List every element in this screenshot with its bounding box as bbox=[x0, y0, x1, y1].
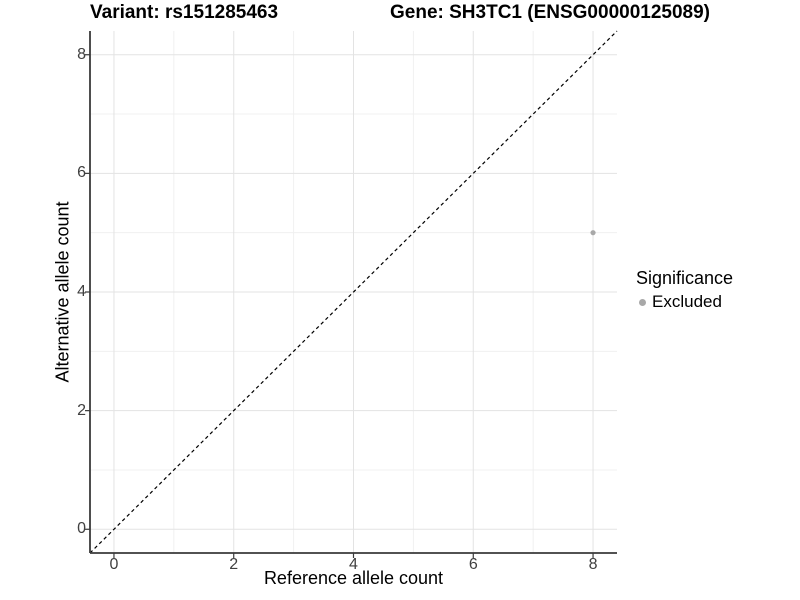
x-tick-label: 2 bbox=[229, 556, 239, 573]
y-tick-label: 6 bbox=[77, 164, 86, 182]
legend-point-swatch bbox=[639, 298, 646, 306]
plot-title-row: Variant: rs151285463 Gene: SH3TC1 (ENSG0… bbox=[90, 1, 710, 25]
plot-title-variant: Variant: rs151285463 bbox=[90, 2, 279, 23]
y-tick-label: 0 bbox=[77, 520, 86, 538]
y-tick-label: 8 bbox=[77, 45, 86, 63]
y-tick-label: 2 bbox=[77, 401, 86, 419]
y-tick-label: 4 bbox=[77, 283, 86, 300]
x-axis-title: Reference allele count bbox=[263, 568, 444, 588]
x-tick-label: 0 bbox=[109, 556, 119, 573]
plot-title-gene: Gene: SH3TC1 (ENSG00000125089) bbox=[390, 2, 710, 23]
legend: Significance Excluded bbox=[636, 267, 733, 312]
x-tick-label: 6 bbox=[468, 556, 478, 573]
legend-item-label: Excluded bbox=[652, 292, 722, 311]
data-point bbox=[590, 230, 596, 236]
legend-title: Significance bbox=[636, 268, 734, 288]
x-tick-label: 4 bbox=[349, 556, 358, 573]
identity-line bbox=[89, 30, 618, 554]
x-tick-label: 8 bbox=[588, 556, 598, 573]
legend-item-excluded: Excluded bbox=[636, 292, 733, 312]
